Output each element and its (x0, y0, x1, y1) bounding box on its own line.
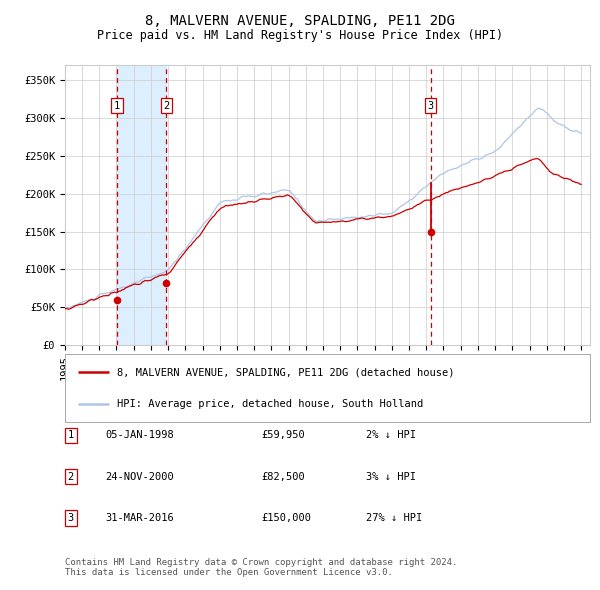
Text: £82,500: £82,500 (261, 472, 305, 481)
Text: £150,000: £150,000 (261, 513, 311, 523)
Text: 3% ↓ HPI: 3% ↓ HPI (366, 472, 416, 481)
Text: 8, MALVERN AVENUE, SPALDING, PE11 2DG: 8, MALVERN AVENUE, SPALDING, PE11 2DG (145, 14, 455, 28)
Text: £59,950: £59,950 (261, 431, 305, 440)
Text: Contains HM Land Registry data © Crown copyright and database right 2024.
This d: Contains HM Land Registry data © Crown c… (65, 558, 457, 577)
Text: 31-MAR-2016: 31-MAR-2016 (105, 513, 174, 523)
Text: 2: 2 (163, 100, 169, 110)
Text: 2% ↓ HPI: 2% ↓ HPI (366, 431, 416, 440)
Text: HPI: Average price, detached house, South Holland: HPI: Average price, detached house, Sout… (118, 398, 424, 408)
Text: 27% ↓ HPI: 27% ↓ HPI (366, 513, 422, 523)
Text: 2: 2 (68, 472, 74, 481)
Text: Price paid vs. HM Land Registry's House Price Index (HPI): Price paid vs. HM Land Registry's House … (97, 29, 503, 42)
Bar (117, 65, 166, 345)
Text: 05-JAN-1998: 05-JAN-1998 (105, 431, 174, 440)
Text: 3: 3 (68, 513, 74, 523)
Text: 1: 1 (114, 100, 120, 110)
Text: 24-NOV-2000: 24-NOV-2000 (105, 472, 174, 481)
Text: 8, MALVERN AVENUE, SPALDING, PE11 2DG (detached house): 8, MALVERN AVENUE, SPALDING, PE11 2DG (d… (118, 368, 455, 378)
Text: 3: 3 (427, 100, 434, 110)
Text: 1: 1 (68, 431, 74, 440)
